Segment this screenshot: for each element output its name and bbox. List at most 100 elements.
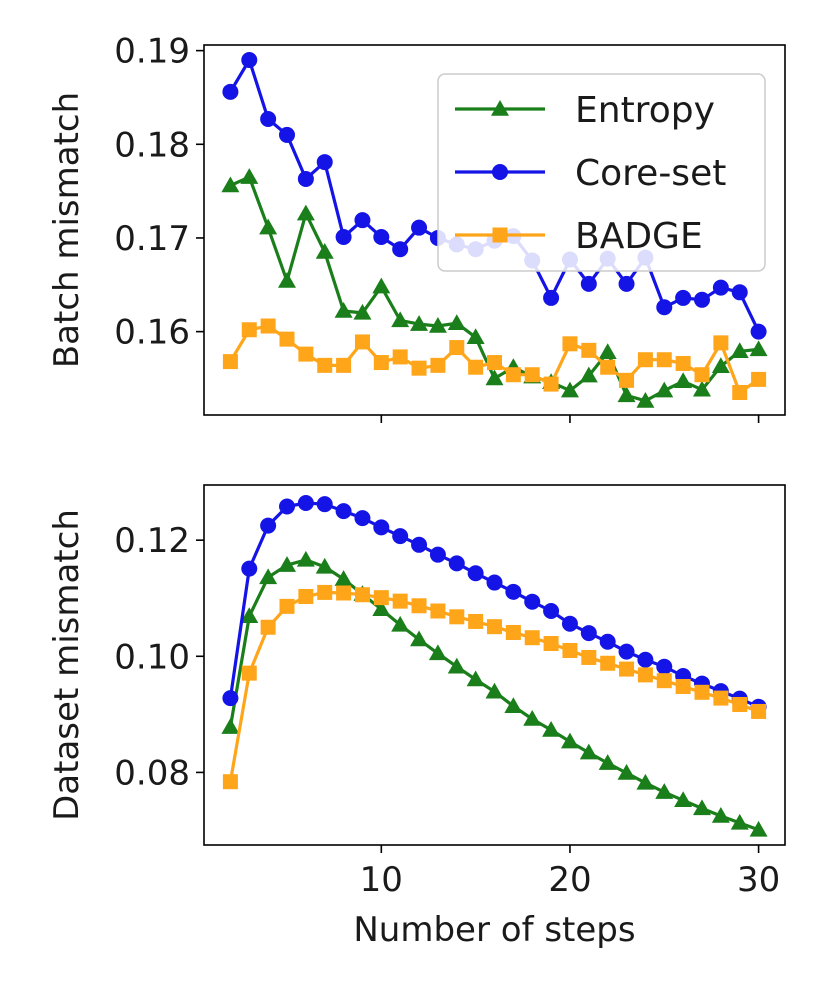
data-point-core-set — [335, 503, 352, 520]
data-point-entropy — [579, 743, 598, 760]
data-point-badge — [449, 340, 465, 356]
data-point-entropy — [504, 697, 523, 713]
data-point-core-set — [392, 528, 409, 545]
data-point-entropy — [296, 204, 315, 221]
legend-marker-entropy — [491, 100, 509, 116]
data-point-badge — [675, 355, 691, 371]
data-point-entropy — [240, 168, 259, 184]
data-point-badge — [543, 636, 559, 652]
data-point-entropy — [296, 550, 315, 567]
plot-frame — [203, 484, 786, 846]
data-point-core-set — [279, 498, 295, 515]
series-entropy — [221, 550, 768, 837]
data-point-badge — [619, 372, 635, 388]
data-point-core-set — [505, 583, 522, 600]
series-badge — [222, 584, 767, 790]
data-point-core-set — [467, 565, 484, 582]
data-point-badge — [373, 590, 389, 606]
data-point-badge — [468, 359, 484, 375]
legend-label-entropy: Entropy — [575, 90, 715, 131]
data-point-entropy — [560, 381, 579, 398]
data-point-badge — [581, 649, 597, 665]
data-point-core-set — [373, 519, 390, 536]
data-point-badge — [279, 331, 295, 347]
y-tick-label: 0.10 — [114, 637, 190, 677]
plot-frame — [203, 44, 786, 416]
legend-entry-badge: BADGE — [455, 216, 703, 257]
data-point-core-set — [656, 658, 673, 675]
data-point-badge — [543, 376, 559, 392]
data-point-core-set — [297, 495, 314, 511]
data-point-entropy — [334, 302, 353, 318]
data-point-badge — [713, 335, 729, 351]
data-point-entropy — [391, 615, 410, 632]
y-axis-label: Batch mismatch — [47, 92, 87, 368]
data-point-badge — [392, 593, 408, 609]
data-point-entropy — [447, 657, 466, 674]
data-point-entropy — [259, 568, 278, 585]
data-point-badge — [222, 354, 238, 370]
data-point-entropy — [542, 721, 561, 737]
data-point-entropy — [353, 303, 372, 320]
data-point-badge — [260, 318, 276, 334]
data-point-badge — [317, 584, 333, 600]
data-point-core-set — [543, 603, 560, 619]
data-point-entropy — [334, 570, 353, 586]
y-tick-label: 0.18 — [114, 125, 190, 165]
data-point-entropy — [636, 391, 655, 408]
y-tick-label: 0.17 — [114, 219, 190, 259]
data-point-badge — [430, 357, 446, 373]
data-point-core-set — [599, 633, 616, 650]
data-point-core-set — [580, 275, 597, 292]
y-axis-label: Dataset mismatch — [47, 509, 87, 821]
data-point-badge — [336, 357, 352, 373]
data-point-badge — [411, 360, 427, 376]
y-tick-label: 0.16 — [114, 313, 190, 353]
data-point-entropy — [617, 764, 636, 780]
data-point-entropy — [674, 372, 693, 389]
x-tick-label: 10 — [360, 860, 403, 900]
x-tick-label: 20 — [548, 860, 591, 900]
data-point-badge — [524, 367, 540, 383]
data-point-core-set — [637, 651, 654, 668]
data-point-badge — [279, 598, 295, 614]
data-point-core-set — [675, 289, 692, 306]
data-point-badge — [468, 613, 484, 629]
data-point-entropy — [428, 644, 447, 661]
data-point-badge — [600, 655, 616, 671]
data-point-entropy — [485, 682, 504, 699]
data-point-entropy — [221, 718, 240, 734]
data-point-badge — [581, 342, 597, 358]
data-point-core-set — [241, 560, 258, 577]
data-point-badge — [392, 349, 408, 365]
data-point-badge — [600, 359, 616, 375]
data-point-core-set — [316, 154, 333, 171]
data-point-entropy — [617, 386, 636, 403]
data-point-core-set — [448, 555, 465, 572]
data-point-badge — [354, 587, 370, 603]
data-point-badge — [241, 665, 257, 681]
data-point-entropy — [523, 710, 542, 726]
data-point-core-set — [411, 536, 428, 553]
data-point-core-set — [241, 51, 258, 68]
data-point-badge — [562, 336, 578, 352]
data-point-entropy — [485, 369, 504, 386]
data-point-badge — [656, 673, 672, 689]
data-point-entropy — [730, 813, 749, 830]
data-point-entropy — [466, 328, 485, 345]
data-point-core-set — [392, 241, 409, 258]
data-point-badge — [675, 678, 691, 694]
legend-marker-badge — [492, 227, 508, 243]
data-point-badge — [694, 367, 710, 383]
data-point-entropy — [259, 218, 278, 235]
dataset-mismatch-panel: 0.08 0.10 0.12 10 20 30 Dataset mismatch Number… — [47, 484, 786, 950]
data-point-core-set — [429, 546, 446, 563]
data-point-core-set — [712, 279, 729, 296]
data-point-badge — [732, 696, 748, 712]
data-point-badge — [562, 642, 578, 658]
data-point-core-set — [260, 517, 277, 534]
data-point-entropy — [315, 557, 334, 574]
legend-label-badge: BADGE — [575, 216, 703, 257]
data-point-badge — [430, 603, 446, 619]
legend-entry-entropy: Entropy — [455, 90, 715, 131]
